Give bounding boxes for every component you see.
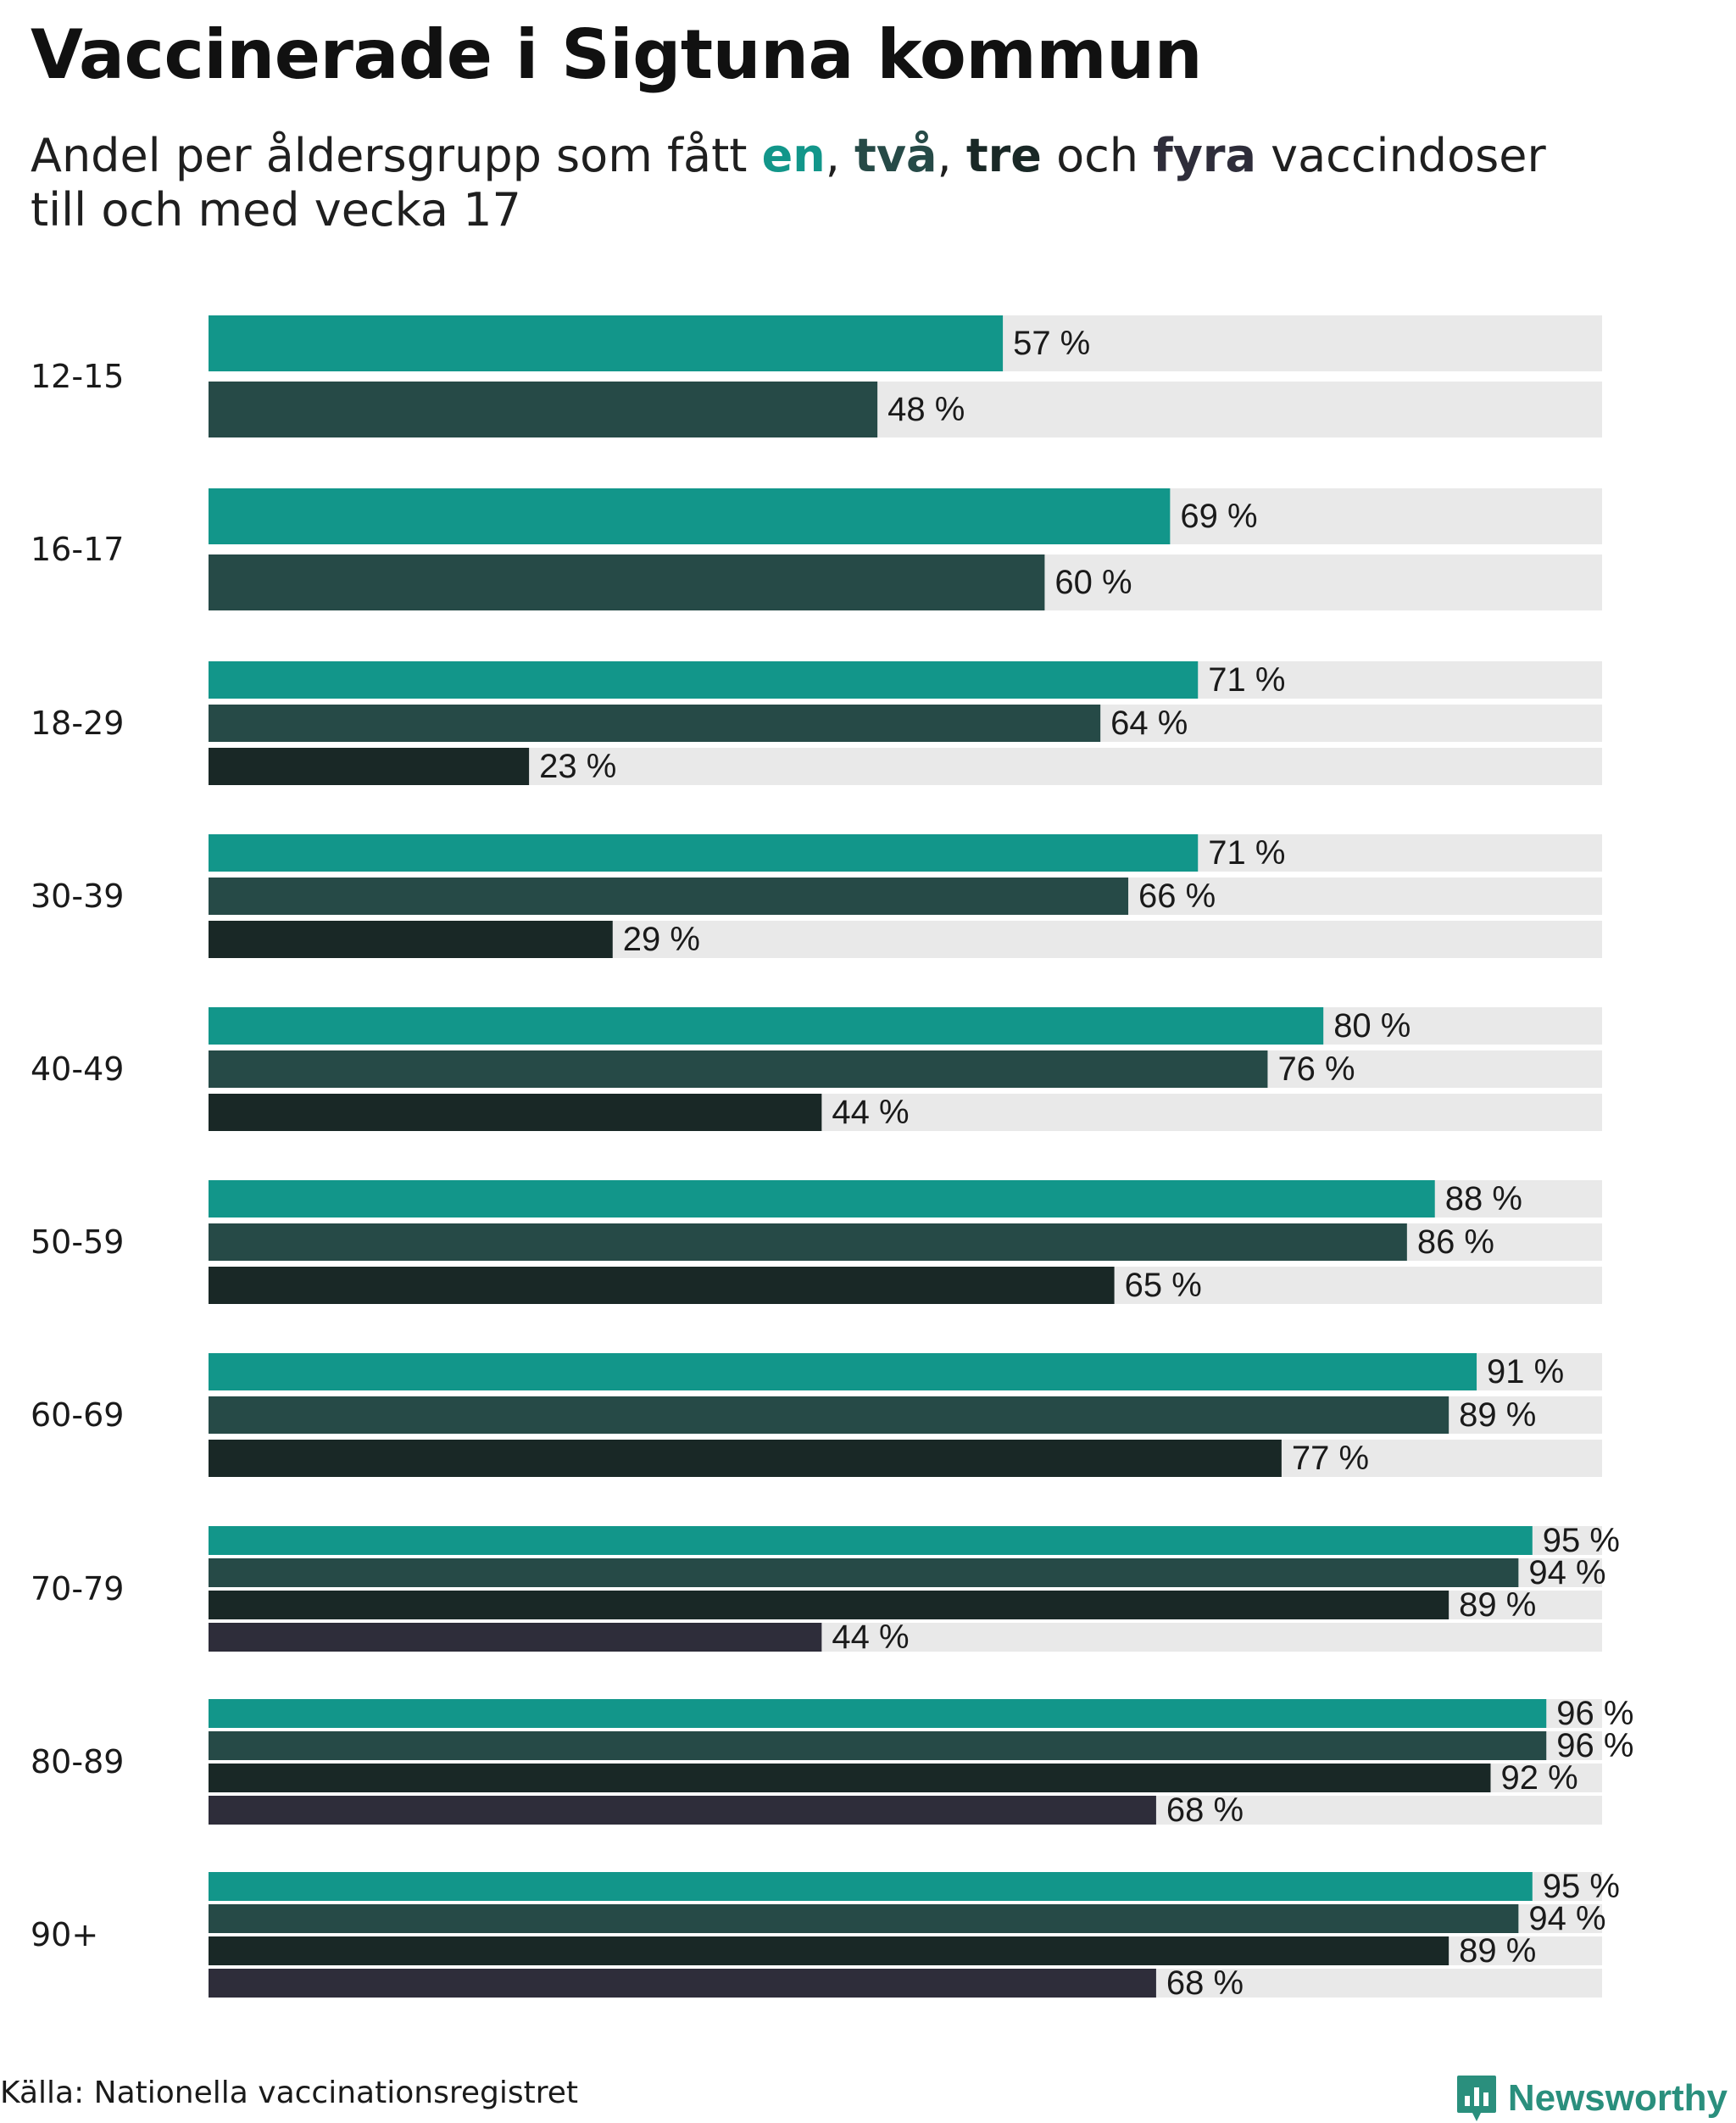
subtitle-key-fyra: fyra — [1153, 129, 1256, 182]
data-label: 89 % — [1459, 1932, 1536, 1970]
data-label: 94 % — [1528, 1554, 1605, 1591]
data-label: 77 % — [1292, 1440, 1369, 1477]
bar-en-60-69 — [209, 1353, 1477, 1390]
data-label: 65 % — [1125, 1267, 1202, 1304]
bar-chart: 12-15 57 % 48 % 16-17 69 % 60 % 18-29 71 % 64 % 2… — [31, 315, 1633, 2002]
bar-en-90+ — [209, 1872, 1533, 1901]
bar-fyra-70-79 — [209, 1623, 822, 1652]
data-label: 89 % — [1459, 1586, 1536, 1624]
data-label: 60 % — [1054, 564, 1132, 601]
data-label: 86 % — [1417, 1223, 1494, 1261]
subtitle-line-2: till och med vecka 17 — [31, 183, 521, 237]
category-label-12-15: 12-15 — [31, 358, 124, 395]
subtitle-key-tva: två — [854, 129, 938, 182]
bar-en-70-79 — [209, 1526, 1533, 1555]
bar-två-60-69 — [209, 1396, 1449, 1434]
bar-två-18-29 — [209, 705, 1101, 742]
bar-två-50-59 — [209, 1223, 1407, 1261]
bar-två-90+ — [209, 1904, 1519, 1933]
bar-två-30-39 — [209, 878, 1129, 915]
bar-fyra-80-89 — [209, 1796, 1156, 1825]
bar-en-18-29 — [209, 661, 1199, 699]
data-label: 89 % — [1459, 1396, 1536, 1434]
brand-name: Newsworthy — [1507, 2077, 1728, 2119]
brand-logo: Newsworthy — [1455, 2074, 1728, 2123]
data-label: 68 % — [1166, 1964, 1244, 2002]
bar-två-70-79 — [209, 1558, 1519, 1587]
data-label: 64 % — [1110, 705, 1188, 742]
data-label: 94 % — [1528, 1900, 1605, 1937]
bar-tre-30-39 — [209, 921, 613, 958]
newsworthy-icon — [1456, 2076, 1496, 2121]
category-label-16-17: 16-17 — [31, 531, 124, 568]
category-label-60-69: 60-69 — [31, 1396, 124, 1434]
subtitle-prefix: Andel per åldersgrupp som fått — [31, 129, 762, 182]
bar-tre-60-69 — [209, 1440, 1282, 1477]
data-label: 80 % — [1333, 1007, 1410, 1045]
data-label: 44 % — [832, 1619, 909, 1656]
source-note: Källa: Nationella vaccinationsregistret — [0, 2076, 578, 2110]
bar-tre-50-59 — [209, 1267, 1115, 1304]
data-label: 95 % — [1543, 1522, 1620, 1559]
bar-fyra-90+ — [209, 1969, 1156, 1998]
bar-två-16-17 — [209, 554, 1045, 610]
category-label-50-59: 50-59 — [31, 1223, 124, 1261]
data-label: 96 % — [1556, 1695, 1633, 1732]
bar-en-40-49 — [209, 1007, 1324, 1045]
category-label-18-29: 18-29 — [31, 705, 124, 742]
data-label: 69 % — [1180, 498, 1257, 535]
data-label: 96 % — [1556, 1727, 1633, 1764]
category-label-80-89: 80-89 — [31, 1743, 124, 1780]
bar-tre-80-89 — [209, 1764, 1491, 1792]
bar-tre-40-49 — [209, 1094, 822, 1131]
bar-tre-90+ — [209, 1936, 1449, 1965]
category-label-90+: 90+ — [31, 1916, 98, 1953]
data-label: 71 % — [1208, 661, 1285, 699]
bar-två-80-89 — [209, 1731, 1547, 1760]
data-label: 92 % — [1500, 1759, 1577, 1797]
category-label-40-49: 40-49 — [31, 1050, 124, 1088]
chart-title: Vaccinerade i Sigtuna kommun — [31, 15, 1203, 94]
data-label: 76 % — [1277, 1050, 1355, 1088]
data-label: 88 % — [1445, 1180, 1522, 1218]
data-label: 91 % — [1487, 1353, 1564, 1390]
data-label: 44 % — [832, 1094, 909, 1131]
bar-tre-70-79 — [209, 1591, 1449, 1619]
chart-subtitle: Andel per åldersgrupp som fått en, två, … — [31, 129, 1641, 237]
data-label: 57 % — [1013, 325, 1090, 362]
bar-två-12-15 — [209, 382, 878, 437]
data-label: 48 % — [887, 391, 965, 428]
bar-en-16-17 — [209, 488, 1171, 544]
bar-en-30-39 — [209, 834, 1199, 872]
subtitle-och: och — [1041, 129, 1154, 182]
data-label: 29 % — [623, 921, 700, 958]
data-label: 68 % — [1166, 1791, 1244, 1829]
subtitle-key-en: en — [761, 129, 826, 182]
data-label: 95 % — [1543, 1868, 1620, 1905]
category-label-30-39: 30-39 — [31, 878, 124, 915]
data-label: 23 % — [539, 748, 616, 785]
data-label: 71 % — [1208, 834, 1285, 872]
bar-en-12-15 — [209, 315, 1004, 371]
category-label-70-79: 70-79 — [31, 1570, 124, 1608]
bar-en-50-59 — [209, 1180, 1435, 1218]
bar-tre-18-29 — [209, 748, 530, 785]
bar-en-80-89 — [209, 1699, 1547, 1728]
subtitle-key-tre: tre — [965, 129, 1042, 182]
subtitle-sep-1: , — [825, 129, 855, 182]
bar-två-40-49 — [209, 1050, 1268, 1088]
subtitle-sep-2: , — [937, 129, 966, 182]
subtitle-suffix: vaccindoser — [1255, 129, 1546, 182]
data-label: 66 % — [1138, 878, 1216, 915]
